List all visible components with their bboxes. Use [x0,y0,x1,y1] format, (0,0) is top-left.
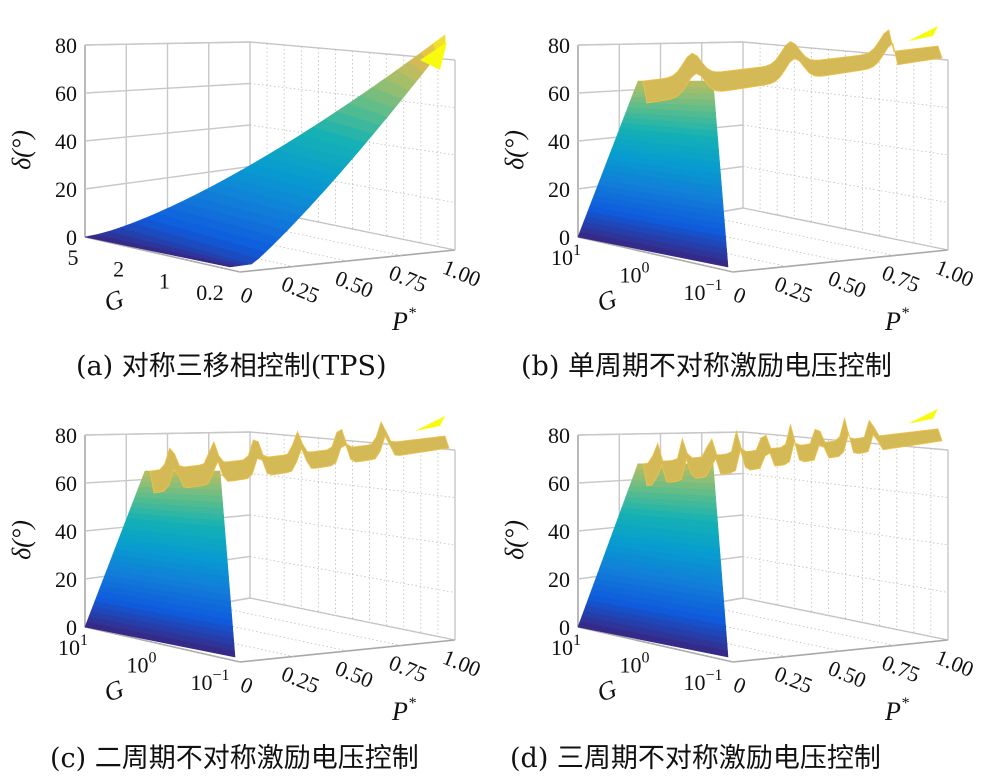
surface-plateau [642,29,943,104]
g-tick-label: 100 [620,650,650,678]
p-tick-label: 0.75 [879,260,924,298]
g-axis-label: G [593,674,621,708]
g-tick-label: 100 [127,650,157,678]
p-tick-label: 0.50 [332,265,377,303]
z-tick-label: 0 [559,225,570,250]
z-tick-label: 60 [55,81,77,106]
caption-a: (a) 对称三移相控制(TPS) [76,351,387,382]
z-axis-label: δ(°) [7,130,36,170]
z-axis-label: δ(°) [7,520,36,560]
g-tick-label: 10−1 [683,667,722,695]
z-tick-label: 60 [548,81,570,106]
g-tick-label: 101 [551,242,581,270]
z-tick-label: 60 [55,471,77,496]
g-tick-label: 10−1 [683,277,722,305]
surface-tip [415,416,445,431]
surface-plateau [642,416,943,487]
surface [84,416,450,658]
surface-tip [908,408,938,424]
z-tick-label: 0 [559,615,570,640]
g-tick-label: 5 [68,245,79,270]
z-tick-label: 40 [55,519,77,544]
surface [577,408,943,658]
p-tick-label: 0.25 [771,271,816,309]
p-tick-label: 1.00 [932,254,977,292]
z-tick-label: 60 [548,471,570,496]
z-tick-label: 80 [548,423,570,448]
p-axis-label: P* [391,305,416,336]
surface [84,34,447,268]
surface-tip [908,26,938,41]
p-tick-label: 0.75 [386,650,431,688]
z-axis-label: δ(°) [500,520,529,560]
g-tick-label: 100 [620,260,650,288]
g-axis-label: G [100,674,128,708]
p-axis-label: P* [884,305,909,336]
panel-c-surface-plot: 0 20 40 60 80 0 0.25 0.50 0.75 1.00 P* 101 100 10−1 Gδ… [7,416,484,726]
caption-d: (d) 三周期不对称激励电压控制 [510,743,881,774]
p-tick-label: 1.00 [439,254,484,292]
p-tick-label: 0.25 [278,271,323,309]
z-tick-label: 80 [55,33,77,58]
z-tick-label: 0 [66,225,77,250]
z-tick-label: 80 [548,33,570,58]
caption-b: (b) 单周期不对称激励电压控制 [521,351,892,382]
p-axis-label: P* [884,695,909,726]
p-tick-label: 0.50 [825,655,870,693]
g-tick-label: 101 [551,632,581,660]
z-tick-label: 80 [55,423,77,448]
z-tick-label: 20 [548,567,570,592]
z-tick-label: 0 [66,615,77,640]
p-tick-label: 0.75 [879,650,924,688]
p-tick-label: 0 [730,671,750,698]
panel-a-surface-plot: 0 20 40 60 80 0 0.25 0.50 0.75 1.00 P* 5 2 1 0.2 Gδ(°) [7,33,484,336]
p-axis-label: P* [391,695,416,726]
z-tick-label: 40 [548,129,570,154]
p-tick-label: 0 [730,281,750,308]
p-tick-label: 0.50 [825,265,870,303]
z-tick-label: 20 [55,567,77,592]
z-tick-label: 20 [548,177,570,202]
p-tick-label: 0.25 [278,661,323,699]
g-tick-label: 101 [58,632,88,660]
panel-d-surface-plot: 0 20 40 60 80 0 0.25 0.50 0.75 1.00 P* 101 100 10−1 Gδ… [500,408,977,726]
g-tick-label: 10−1 [190,667,229,695]
z-tick-label: 20 [55,177,77,202]
p-tick-label: 1.00 [932,644,977,682]
p-tick-label: 0.25 [771,661,816,699]
z-tick-label: 40 [55,129,77,154]
p-tick-label: 0 [237,671,257,698]
p-tick-label: 1.00 [439,644,484,682]
p-tick-label: 0.50 [332,655,377,693]
surface-plateau [149,420,450,494]
p-tick-label: 0 [237,281,257,308]
p-tick-label: 0.75 [386,260,431,298]
g-tick-label: 1 [159,268,170,293]
caption-c: (c) 二周期不对称激励电压控制 [50,743,419,774]
panel-b-surface-plot: 0 20 40 60 80 0 0.25 0.50 0.75 1.00 P* 101 100 10−1 Gδ… [500,26,977,336]
surface [577,26,943,268]
g-tick-label: 2 [113,257,124,282]
z-axis-label: δ(°) [500,130,529,170]
g-axis-label: G [593,284,621,318]
z-tick-label: 40 [548,519,570,544]
surface-tip [420,42,447,70]
g-axis-label: G [100,284,128,318]
g-tick-label: 0.2 [196,280,224,305]
